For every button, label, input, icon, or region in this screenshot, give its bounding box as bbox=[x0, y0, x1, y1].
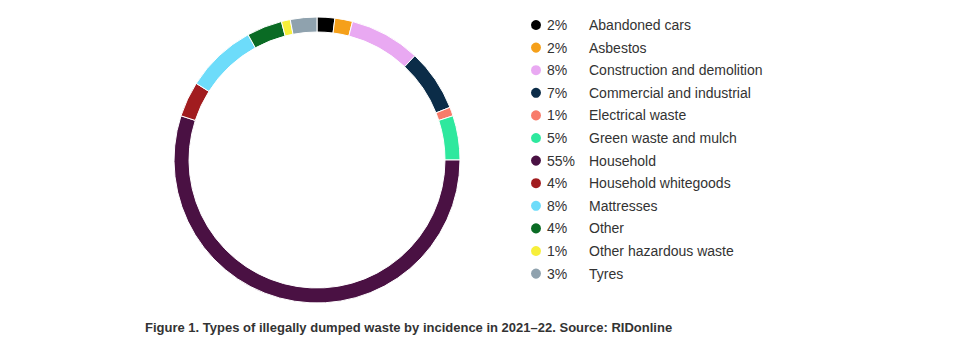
svg-text:5%: 5% bbox=[547, 130, 567, 146]
svg-text:2%: 2% bbox=[547, 17, 567, 33]
svg-text:Abandoned cars: Abandoned cars bbox=[589, 17, 691, 33]
svg-text:7%: 7% bbox=[547, 85, 567, 101]
svg-text:Construction and demolition: Construction and demolition bbox=[589, 62, 763, 78]
svg-text:Other hazardous waste: Other hazardous waste bbox=[589, 243, 734, 259]
svg-text:Mattresses: Mattresses bbox=[589, 198, 657, 214]
svg-text:8%: 8% bbox=[547, 198, 567, 214]
svg-text:Household whitegoods: Household whitegoods bbox=[589, 175, 731, 191]
svg-text:4%: 4% bbox=[547, 175, 567, 191]
svg-text:2%: 2% bbox=[547, 40, 567, 56]
svg-text:55%: 55% bbox=[547, 153, 575, 169]
svg-text:Figure 1. Types of illegally d: Figure 1. Types of illegally dumped wast… bbox=[145, 320, 672, 335]
svg-text:4%: 4% bbox=[547, 220, 567, 236]
svg-text:Asbestos: Asbestos bbox=[589, 40, 647, 56]
svg-text:1%: 1% bbox=[547, 243, 567, 259]
svg-text:Tyres: Tyres bbox=[589, 266, 623, 282]
svg-text:1%: 1% bbox=[547, 107, 567, 123]
svg-text:Other: Other bbox=[589, 220, 624, 236]
svg-text:8%: 8% bbox=[547, 62, 567, 78]
svg-text:3%: 3% bbox=[547, 266, 567, 282]
svg-text:Commercial and industrial: Commercial and industrial bbox=[589, 85, 751, 101]
svg-text:Electrical waste: Electrical waste bbox=[589, 107, 686, 123]
svg-text:Household: Household bbox=[589, 153, 656, 169]
svg-text:Green waste and mulch: Green waste and mulch bbox=[589, 130, 737, 146]
